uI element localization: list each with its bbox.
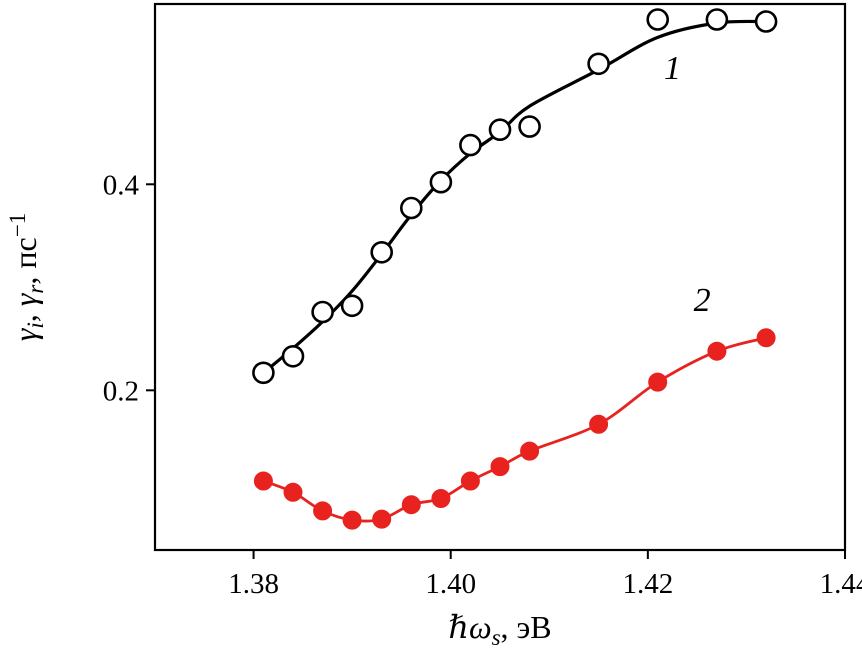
x-axis-tick-label: 1.40 (425, 568, 476, 600)
filled-circle-marker (490, 457, 510, 477)
open-circle-marker (281, 344, 305, 368)
x-axis-label: ℏωs, эВ (448, 609, 551, 650)
open-circle-marker (754, 10, 778, 33)
filled-circle-marker (460, 471, 480, 491)
x-axis-tick-label: 1.44 (820, 568, 862, 600)
open-circle-marker (429, 170, 453, 194)
filled-circle-marker (431, 489, 451, 508)
y-axis: 0.2 0.4 (103, 169, 155, 407)
open-circle-marker (646, 8, 670, 31)
filled-circle-marker (589, 414, 609, 434)
x-axis: 1.38 1.40 1.42 1.44 (228, 550, 862, 600)
y-axis-tick-label: 0.4 (103, 169, 140, 201)
open-circle-marker (587, 52, 610, 76)
y-axis-label: γi, γr, пс−1 (4, 213, 48, 341)
filled-circle-marker (342, 510, 362, 530)
open-circle-marker (252, 361, 275, 385)
filled-circle-marker (372, 509, 392, 529)
y-axis-tick-label: 0.2 (103, 375, 139, 407)
series-2-curve (262, 336, 768, 523)
filled-circle-marker (648, 372, 668, 392)
open-circle-marker (399, 196, 423, 220)
filled-circle-marker (253, 471, 273, 491)
series-1-curve (261, 19, 768, 375)
filled-circle-marker (283, 482, 303, 502)
plot-frame (153, 2, 847, 552)
x-axis-tick-label: 1.38 (228, 568, 279, 600)
open-circle-marker (459, 133, 482, 157)
x-axis-tick-label: 1.42 (622, 568, 673, 600)
filled-circle-marker (520, 441, 540, 461)
open-circle-marker (340, 294, 364, 318)
curve-label-2: 2 (694, 282, 711, 319)
filled-circle-marker (401, 495, 421, 515)
series-2-markers (253, 328, 776, 530)
open-circle-marker (370, 241, 394, 264)
open-circle-marker (311, 300, 334, 324)
filled-circle-marker (707, 341, 727, 361)
filled-circle-marker (756, 328, 776, 348)
curve-label-1: 1 (664, 50, 681, 87)
filled-circle-marker (313, 501, 333, 521)
open-circle-marker (705, 8, 729, 31)
open-circle-marker (518, 115, 541, 138)
series-1-markers (252, 8, 778, 385)
open-circle-marker (488, 118, 512, 141)
